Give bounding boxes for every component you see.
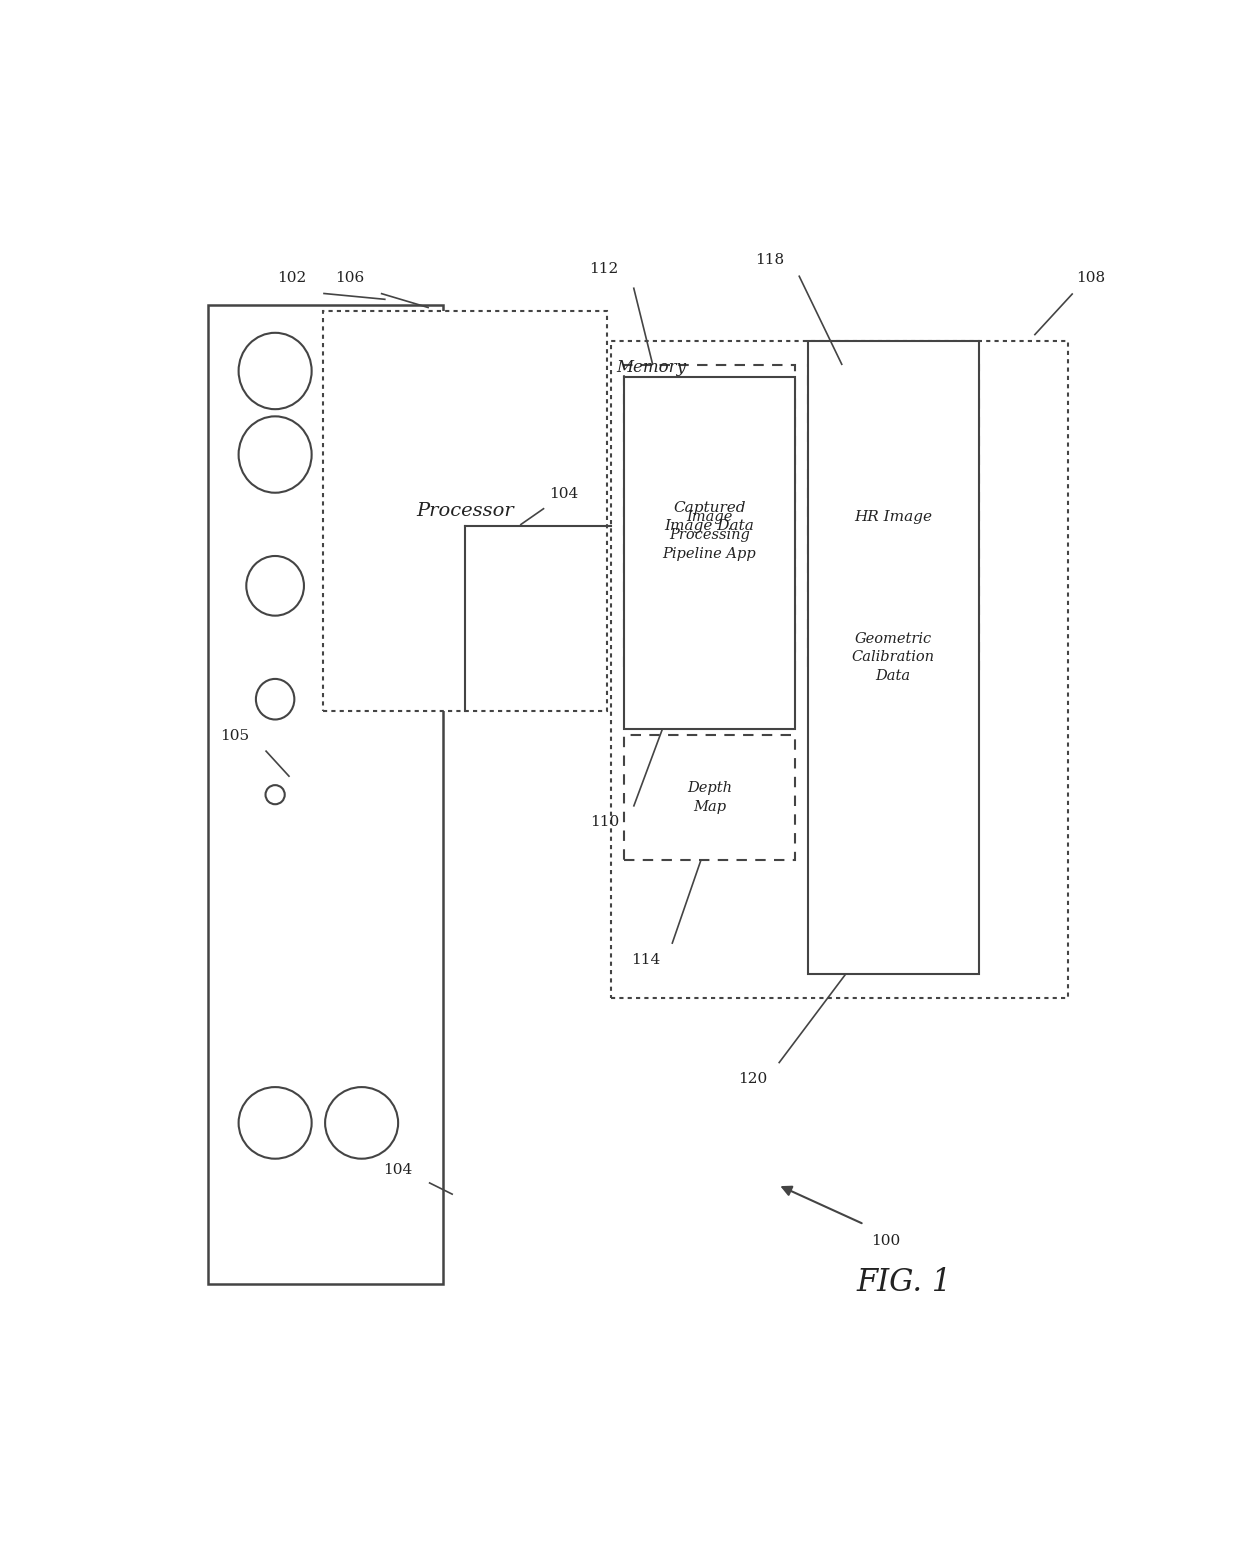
Text: 100: 100 (870, 1234, 900, 1248)
Ellipse shape (325, 1087, 398, 1159)
Text: 120: 120 (738, 1071, 768, 1085)
Text: Depth
Map: Depth Map (687, 781, 732, 814)
Bar (324, 312, 606, 711)
Ellipse shape (238, 333, 311, 409)
Text: 114: 114 (631, 953, 661, 967)
Ellipse shape (265, 786, 285, 804)
Ellipse shape (238, 1087, 311, 1159)
Bar (807, 341, 978, 973)
Bar (611, 341, 1068, 998)
Bar (624, 735, 795, 860)
Text: 104: 104 (549, 487, 578, 501)
Text: 102: 102 (278, 271, 306, 285)
Bar (807, 366, 978, 670)
Ellipse shape (325, 417, 398, 493)
Text: 112: 112 (589, 262, 619, 276)
Text: 104: 104 (383, 1162, 413, 1176)
Ellipse shape (238, 417, 311, 493)
Text: Memory: Memory (616, 360, 686, 377)
Text: 108: 108 (1075, 271, 1105, 285)
Ellipse shape (325, 333, 398, 409)
Text: Image
Processing
Pipeline App: Image Processing Pipeline App (662, 510, 756, 561)
Text: Captured
Image Data: Captured Image Data (665, 501, 754, 533)
Bar (208, 305, 444, 1283)
Text: Processor: Processor (417, 502, 513, 521)
Text: 110: 110 (590, 815, 619, 829)
Ellipse shape (255, 679, 294, 719)
Text: HR Image: HR Image (854, 510, 932, 524)
Text: Geometric
Calibration
Data: Geometric Calibration Data (852, 632, 935, 684)
Bar (624, 377, 795, 728)
Text: 106: 106 (335, 271, 365, 285)
Text: 105: 105 (219, 730, 249, 744)
Text: FIG. 1: FIG. 1 (857, 1268, 952, 1299)
Ellipse shape (332, 567, 391, 628)
Bar (624, 366, 795, 670)
Ellipse shape (247, 556, 304, 615)
Text: 118: 118 (755, 253, 785, 267)
